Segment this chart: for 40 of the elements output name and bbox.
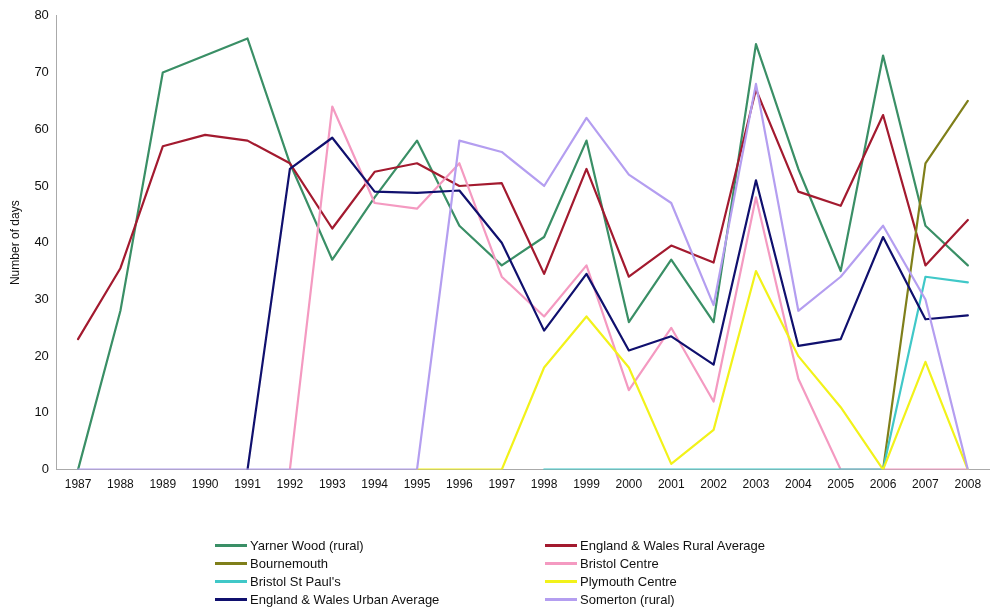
y-tick-label: 20 [34, 347, 49, 363]
y-tick-label: 50 [34, 177, 49, 193]
legend-label: Plymouth Centre [580, 574, 677, 589]
x-tick-label: 2007 [912, 477, 940, 492]
legend-label: Bournemouth [250, 556, 329, 571]
x-tick-label: 2004 [784, 477, 812, 492]
x-tick-label: 2000 [615, 477, 643, 492]
legend-label: Bristol Centre [580, 556, 659, 571]
y-tick-label: 60 [34, 120, 49, 136]
x-tick-label: 1996 [446, 477, 474, 492]
y-tick-label: 70 [34, 64, 49, 80]
x-tick-label: 1988 [107, 477, 135, 492]
legend-label: Bristol St Paul's [250, 574, 341, 589]
y-tick-label: 40 [34, 234, 49, 250]
x-tick-label: 1992 [276, 477, 304, 492]
x-tick-label: 1991 [234, 477, 262, 492]
y-tick-label: 10 [34, 404, 49, 420]
y-tick-label: 80 [34, 7, 49, 23]
x-tick-label: 2001 [657, 477, 685, 492]
x-tick-label: 2005 [827, 477, 855, 492]
x-tick-label: 1989 [149, 477, 177, 492]
x-tick-label: 1994 [361, 477, 389, 492]
legend-label: Somerton (rural) [580, 592, 675, 607]
legend-label: Yarner Wood (rural) [250, 538, 364, 553]
legend-label: England & Wales Urban Average [250, 592, 440, 607]
y-tick-label: 30 [34, 291, 49, 306]
x-tick-label: 1993 [318, 477, 346, 492]
x-tick-label: 1987 [64, 477, 92, 492]
y-axis-title: Number of days [7, 200, 22, 286]
legend-label: England & Wales Rural Average [580, 538, 765, 553]
x-tick-label: 1999 [573, 477, 601, 492]
x-tick-label: 2002 [700, 477, 728, 492]
x-tick-label: 1990 [191, 477, 219, 492]
x-tick-label: 2006 [869, 477, 897, 492]
x-tick-label: 1998 [530, 477, 558, 492]
y-tick-label: 0 [41, 461, 49, 477]
x-tick-label: 1997 [488, 477, 516, 492]
x-tick-label: 2003 [742, 477, 770, 492]
x-tick-label: 2008 [954, 477, 982, 492]
x-tick-label: 1995 [403, 477, 431, 492]
